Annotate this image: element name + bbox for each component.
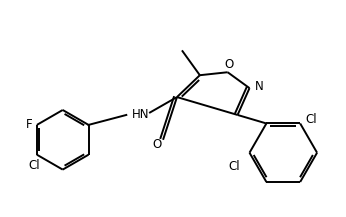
Text: Cl: Cl [305,113,317,126]
Text: HN: HN [131,108,149,122]
Text: O: O [153,138,162,151]
Text: Cl: Cl [229,160,240,173]
Text: N: N [255,80,264,93]
Text: O: O [224,58,233,71]
Text: Cl: Cl [28,159,40,172]
Text: F: F [26,118,32,132]
